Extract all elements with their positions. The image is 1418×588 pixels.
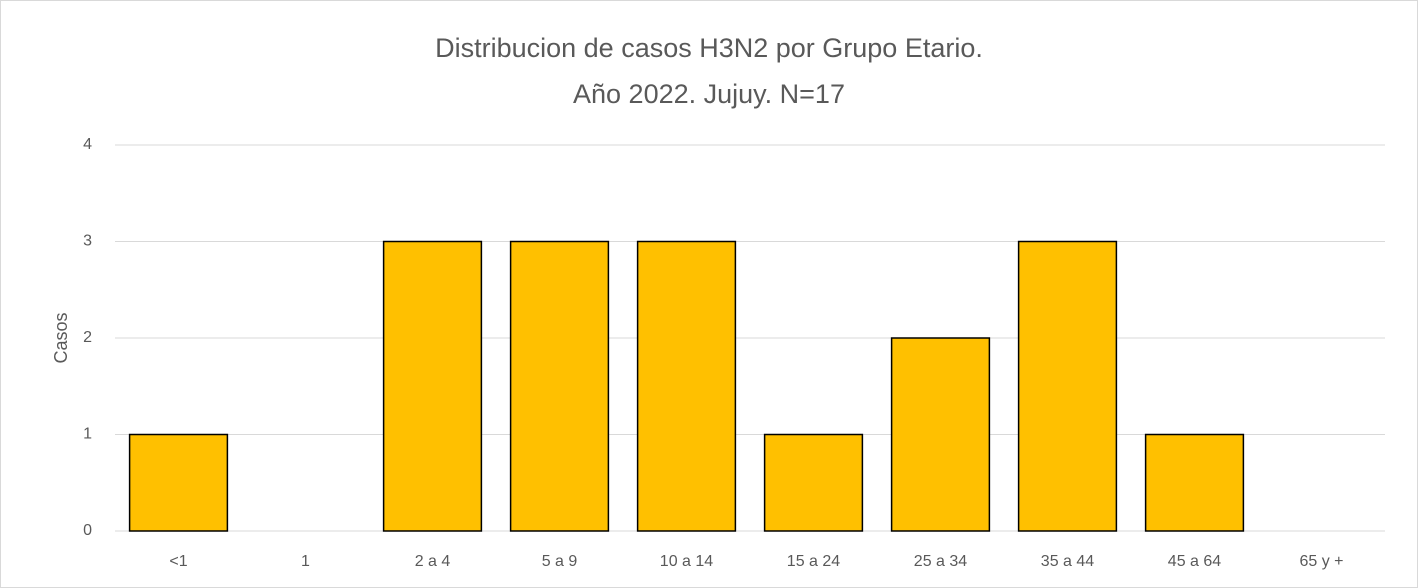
y-tick-label: 2: [83, 329, 92, 346]
bar: [382, 240, 483, 532]
y-tick-label: 4: [83, 136, 92, 153]
y-tick-label: 0: [83, 522, 92, 539]
x-tick-label: 15 a 24: [787, 553, 840, 570]
y-tick-label: 1: [83, 426, 92, 443]
bar: [890, 337, 991, 532]
x-tick-label: <1: [169, 553, 187, 570]
bar: [1144, 433, 1245, 532]
bar: [128, 433, 229, 532]
x-tick-label: 5 a 9: [542, 553, 578, 570]
y-tick-label: 3: [83, 233, 92, 250]
x-tick-label: 65 y +: [1299, 553, 1343, 570]
x-tick-label: 35 a 44: [1041, 553, 1094, 570]
bar: [509, 240, 610, 532]
y-axis-title: Casos: [51, 312, 71, 363]
x-tick-label: 25 a 34: [914, 553, 967, 570]
chart-title: Distribucion de casos H3N2 por Grupo Eta…: [435, 33, 983, 63]
x-tick-label: 1: [301, 553, 310, 570]
chart-title: Año 2022. Jujuy. N=17: [573, 79, 845, 109]
bar: [1017, 240, 1118, 532]
x-tick-label: 10 a 14: [660, 553, 713, 570]
x-tick-label: 2 a 4: [415, 553, 451, 570]
x-tick-label: 45 a 64: [1168, 553, 1221, 570]
bar: [763, 433, 864, 532]
bar: [636, 240, 737, 532]
